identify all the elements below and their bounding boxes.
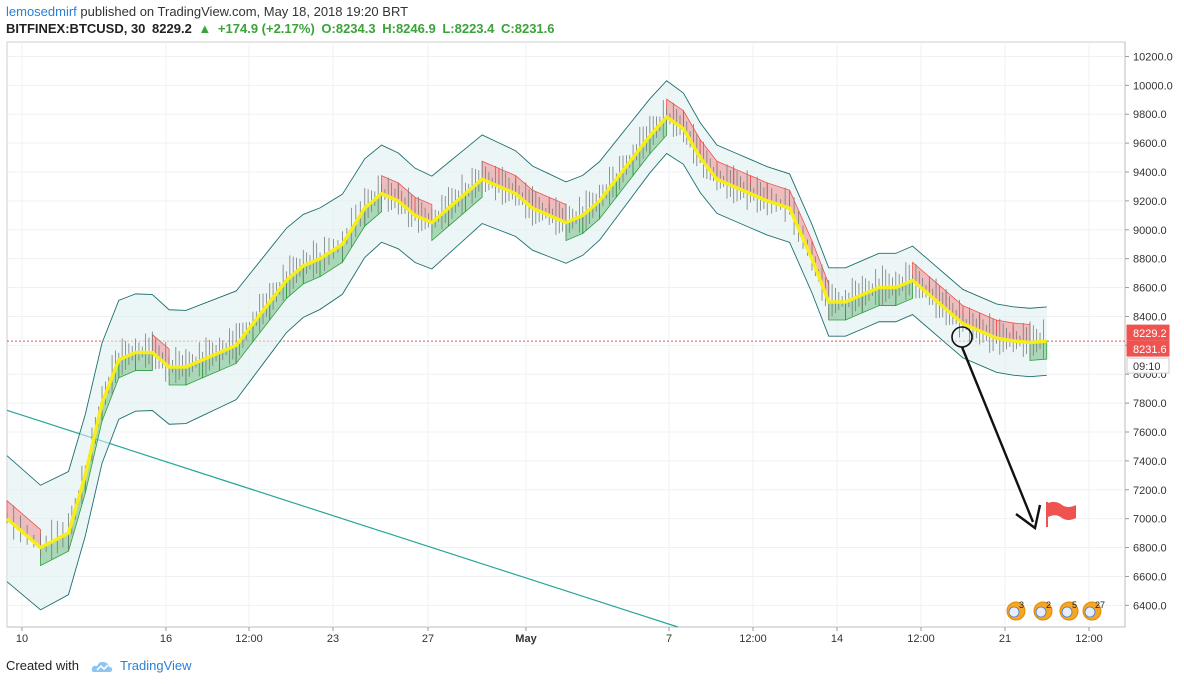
arrow-head-icon xyxy=(1015,504,1042,531)
event-count: 5 xyxy=(1072,600,1077,610)
x-axis: 10 16 12:00 23 27 May 7 12:00 14 12:00 21 12:00 xyxy=(16,627,1103,645)
x-tick-label: 12:00 xyxy=(739,633,767,645)
y-tick-label: 10000.0 xyxy=(1133,80,1173,92)
y-tick-label: 9400.0 xyxy=(1133,167,1167,179)
low-value: L:8223.4 xyxy=(442,21,495,36)
x-tick-label: 16 xyxy=(160,633,172,645)
bollinger-lower xyxy=(6,152,1047,611)
last-price: 8229.2 xyxy=(152,21,192,36)
tradingview-link[interactable]: TradingView xyxy=(120,658,192,673)
close-value: C:8231.6 xyxy=(501,21,555,36)
x-tick-label: 12:00 xyxy=(235,633,263,645)
price-label-box xyxy=(1126,357,1170,374)
price-change: +174.9 (+2.17%) xyxy=(217,21,315,36)
y-tick-label: 7800.0 xyxy=(1133,398,1167,410)
y-tick-label: 6400.0 xyxy=(1133,600,1167,612)
x-tick-label: 12:00 xyxy=(907,633,935,645)
y-tick-label: 6600.0 xyxy=(1133,571,1167,583)
y-tick-label: 9000.0 xyxy=(1133,225,1167,237)
high-value: H:8246.9 xyxy=(382,21,436,36)
tradingview-cloud-icon xyxy=(91,661,112,672)
x-tick-label: May xyxy=(515,633,537,645)
price-label-text: 09:10 xyxy=(1133,361,1161,373)
x-tick-label: 21 xyxy=(999,633,1011,645)
created-with-label: Created with xyxy=(6,658,79,673)
event-count: 2 xyxy=(1046,600,1051,610)
x-tick-label: 23 xyxy=(327,633,339,645)
x-tick-label: 14 xyxy=(831,633,843,645)
price-label-box xyxy=(1126,340,1170,357)
open-value: O:8234.3 xyxy=(321,21,376,36)
flag-us-icon xyxy=(1084,606,1096,618)
up-arrow-icon: ▲ xyxy=(198,21,212,36)
y-tick-label: 8400.0 xyxy=(1133,311,1167,323)
y-tick-label: 9200.0 xyxy=(1133,196,1167,208)
cloud-segment xyxy=(1029,340,1048,361)
y-tick-label: 7200.0 xyxy=(1133,485,1167,497)
x-tick-label: 27 xyxy=(422,633,434,645)
price-label-text: 8229.2 xyxy=(1133,328,1167,340)
series-marks: 3 2 5 27 xyxy=(5,80,1125,628)
x-tick-label: 7 xyxy=(666,633,672,645)
flag-us-icon xyxy=(1035,606,1047,618)
cloud-segment xyxy=(135,352,153,371)
y-tick-label: 8800.0 xyxy=(1133,254,1167,266)
footer: Created with TradingView xyxy=(6,658,192,674)
event-count: 27 xyxy=(1095,600,1105,610)
published-text: published on TradingView.com, May 18, 20… xyxy=(80,4,409,19)
x-tick-label: 12:00 xyxy=(1075,633,1103,645)
event-count: 3 xyxy=(1019,600,1024,610)
y-tick-label: 6800.0 xyxy=(1133,543,1167,555)
author-name[interactable]: lemosedmirf xyxy=(6,4,77,19)
cloud-segment xyxy=(168,366,187,386)
flag-us-icon xyxy=(1008,606,1020,618)
y-tick-label: 7600.0 xyxy=(1133,427,1167,439)
y-tick-label: 9600.0 xyxy=(1133,138,1167,150)
publish-info: lemosedmirf published on TradingView.com… xyxy=(6,4,408,19)
flag-icon xyxy=(1048,501,1076,520)
flag-us-icon xyxy=(1061,606,1073,618)
bollinger-upper xyxy=(6,80,1047,486)
cloud-segment xyxy=(828,301,846,321)
y-tick-label: 7400.0 xyxy=(1133,456,1167,468)
price-labels: 8229.2 8231.6 09:10 xyxy=(1126,324,1170,374)
bollinger-band-fill xyxy=(7,80,1047,610)
symbol-info: BITFINEX:BTCUSD, 30 8229.2 ▲ +174.9 (+2.… xyxy=(6,21,558,36)
price-label-text: 8231.6 xyxy=(1133,344,1167,356)
y-tick-label: 7000.0 xyxy=(1133,514,1167,526)
x-tick-label: 10 xyxy=(16,633,28,645)
y-tick-label: 9800.0 xyxy=(1133,109,1167,121)
symbol-label: BITFINEX:BTCUSD, 30 xyxy=(6,21,146,36)
cloud-segment xyxy=(878,287,897,306)
projection-arrow xyxy=(960,346,1035,523)
y-tick-label: 8600.0 xyxy=(1133,283,1167,295)
y-tick-label: 10200.0 xyxy=(1133,51,1173,63)
trend-line xyxy=(6,409,678,628)
moving-average-line xyxy=(5,115,1047,550)
price-label-box xyxy=(1126,324,1170,341)
